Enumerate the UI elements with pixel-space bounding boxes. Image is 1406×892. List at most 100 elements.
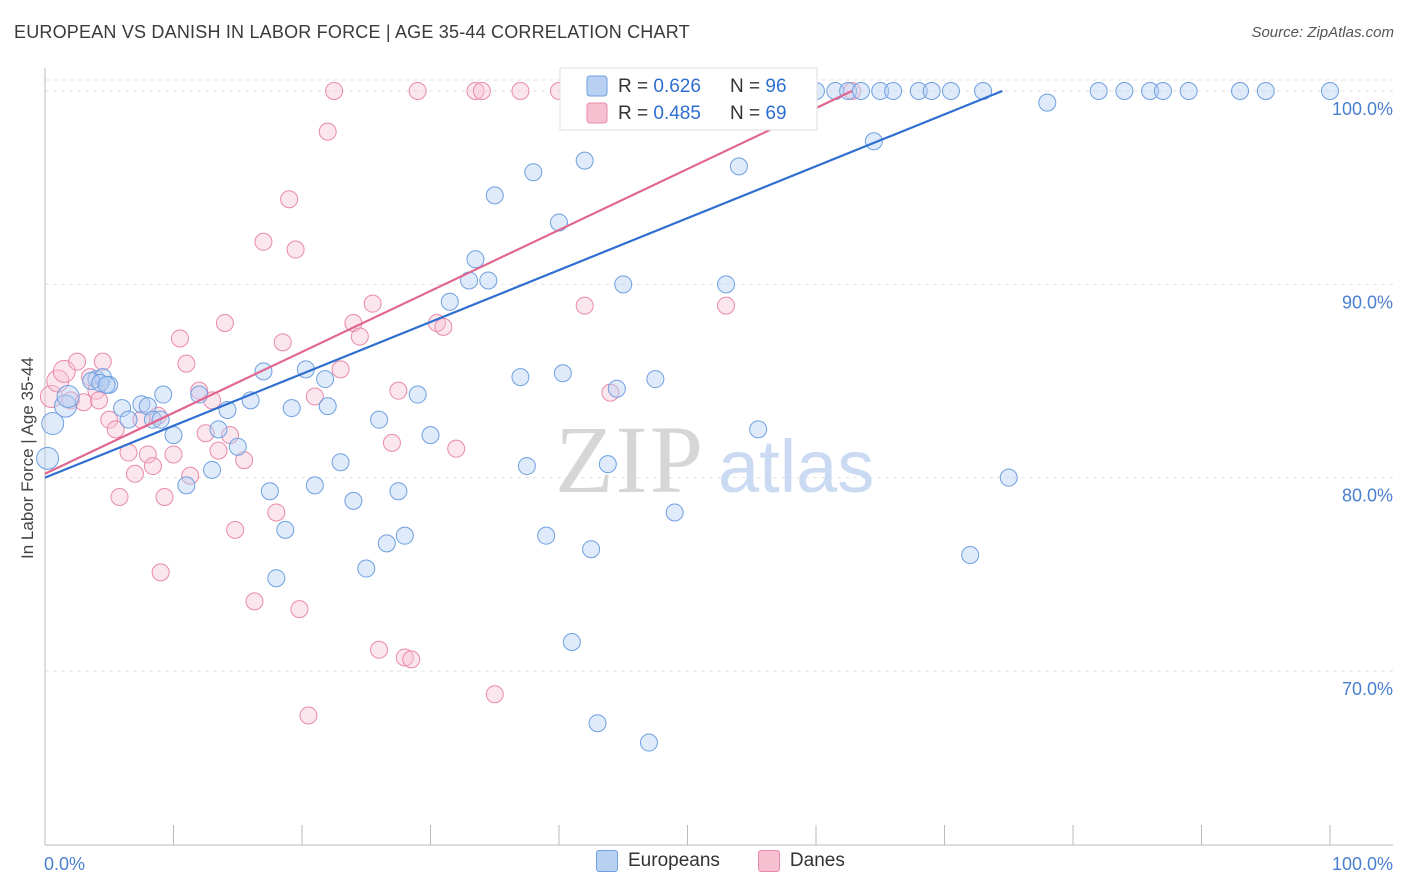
- point-dane: [402, 650, 421, 669]
- chart-source: Source: ZipAtlas.com: [1251, 24, 1394, 41]
- stats-legend: R = 0.626 N = 96 R = 0.485 N = 69: [559, 67, 818, 131]
- point-european: [941, 82, 960, 100]
- point-dane: [164, 445, 183, 464]
- point-dane: [363, 294, 382, 313]
- point-european: [575, 151, 594, 170]
- point-european: [395, 526, 414, 545]
- point-european: [582, 540, 601, 559]
- legend-r-label-danes: R =: [618, 103, 653, 124]
- point-european: [999, 468, 1018, 487]
- point-european: [132, 395, 151, 414]
- point-european: [36, 446, 60, 470]
- legend-item-danes[interactable]: Danes: [757, 850, 845, 872]
- svg-text:N = 69: N = 69: [730, 103, 787, 124]
- point-dane: [170, 329, 189, 348]
- point-dane: [267, 503, 286, 522]
- point-dane: [408, 82, 427, 100]
- point-european: [138, 397, 157, 416]
- point-european: [614, 275, 633, 294]
- point-dane: [106, 420, 125, 439]
- point-european: [717, 275, 736, 294]
- point-dane: [138, 445, 157, 464]
- legend-label-danes: Danes: [789, 850, 845, 871]
- point-european: [228, 437, 247, 456]
- point-dane: [143, 457, 162, 476]
- point-dane: [370, 640, 389, 659]
- point-dane: [395, 648, 414, 667]
- point-dane: [305, 387, 324, 406]
- legend-label-europeans: Europeans: [628, 850, 720, 871]
- point-dane: [177, 354, 196, 373]
- point-european: [537, 526, 556, 545]
- point-european: [485, 186, 504, 205]
- point-dane: [575, 296, 594, 315]
- point-european: [884, 82, 903, 100]
- trend-lines: [44, 89, 1003, 479]
- y-tick-labels: 100.0% 90.0% 80.0% 70.0%: [1332, 99, 1393, 699]
- point-dane: [286, 240, 305, 259]
- legend-swatch-europeans: [586, 75, 608, 97]
- point-european: [598, 455, 617, 474]
- point-dane: [151, 563, 170, 582]
- point-dane: [89, 391, 108, 410]
- point-dane: [331, 360, 350, 379]
- point-european: [550, 213, 568, 232]
- y-tick-label: 90.0%: [1342, 292, 1393, 312]
- point-european: [377, 534, 396, 553]
- point-dane: [299, 706, 318, 725]
- point-dane: [485, 685, 504, 704]
- point-dane: [254, 232, 273, 251]
- point-european: [389, 482, 408, 501]
- x-tick-label-max: 100.0%: [1332, 854, 1393, 874]
- x-tick-labels: 0.0% 100.0%: [44, 854, 1393, 874]
- legend-swatch-europeans-bottom: [596, 850, 618, 872]
- point-european: [440, 292, 459, 311]
- point-european: [1141, 82, 1160, 100]
- point-european: [871, 82, 890, 100]
- point-dane: [190, 381, 209, 400]
- point-dane: [472, 82, 491, 100]
- legend-swatch-danes: [586, 102, 608, 124]
- point-european: [370, 410, 389, 429]
- point-dane: [290, 600, 309, 619]
- point-european: [357, 559, 376, 578]
- x-tick-label-min: 0.0%: [44, 854, 85, 874]
- point-european: [318, 397, 337, 416]
- point-dane: [226, 520, 245, 539]
- point-european: [639, 733, 658, 752]
- point-dane: [717, 296, 736, 315]
- point-european: [276, 520, 295, 539]
- point-european: [1038, 93, 1057, 112]
- legend-r-label-europeans: R =: [618, 76, 653, 97]
- point-dane: [325, 82, 344, 100]
- point-european: [1115, 82, 1134, 100]
- svg-text:R = 0.485: R = 0.485: [618, 103, 701, 124]
- point-european: [729, 157, 748, 176]
- point-european: [154, 385, 173, 404]
- point-dane: [209, 441, 228, 460]
- point-european: [331, 453, 350, 472]
- point-european: [466, 250, 485, 269]
- point-european: [1256, 82, 1275, 100]
- point-dane: [466, 82, 485, 100]
- y-axis-label: In Labor Force | Age 35-44: [18, 357, 37, 559]
- legend-swatch-danes-bottom: [757, 850, 780, 872]
- gridlines: [45, 79, 1393, 672]
- point-dane: [511, 82, 530, 100]
- point-european: [282, 399, 301, 418]
- legend-r-europeans: 0.626: [653, 76, 701, 97]
- point-european: [922, 82, 941, 100]
- point-european: [961, 546, 980, 564]
- point-dane: [110, 488, 129, 506]
- point-european: [479, 271, 498, 290]
- watermark-zip: ZIP: [555, 406, 705, 513]
- point-european: [119, 410, 138, 429]
- point-european: [909, 82, 928, 100]
- point-european: [305, 476, 324, 495]
- legend-n-label-danes: N =: [730, 103, 765, 124]
- legend-item-europeans[interactable]: Europeans: [596, 850, 720, 872]
- point-european: [82, 372, 101, 390]
- point-european: [113, 399, 132, 418]
- chart-title: EUROPEAN VS DANISH IN LABOR FORCE | AGE …: [14, 22, 690, 42]
